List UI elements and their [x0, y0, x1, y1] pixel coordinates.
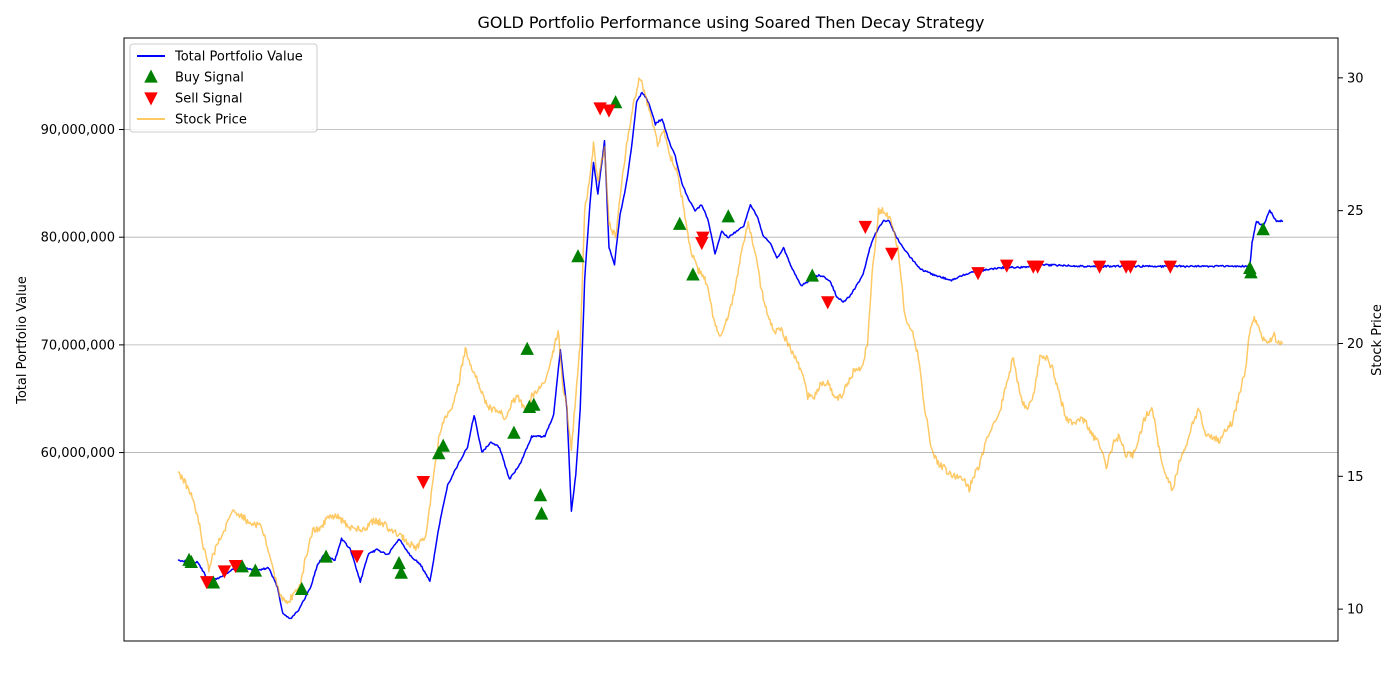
- left-tick-label: 90,000,000: [41, 123, 115, 138]
- left-axis: 60,000,000 70,000,000 80,000,000 90,000,000: [41, 123, 124, 461]
- sell-signal-marker: [350, 550, 364, 564]
- buy-signal-marker: [436, 438, 450, 452]
- sell-signal-marker: [416, 476, 431, 490]
- buy-signal-marker: [527, 397, 541, 411]
- right-tick-label: 25: [1347, 204, 1364, 219]
- sell-signal-marker: [602, 104, 616, 118]
- right-tick-label: 10: [1347, 603, 1364, 618]
- buy-signal-marker: [805, 268, 820, 282]
- sell-signal-marker: [1000, 259, 1014, 273]
- sell-signal-marker: [1163, 260, 1178, 274]
- legend-label: Buy Signal: [175, 71, 244, 86]
- sell-signal-marker: [1030, 260, 1045, 274]
- right-tick-label: 30: [1347, 71, 1364, 86]
- buy-signal-marker: [394, 565, 408, 579]
- buy-signal-marker: [295, 581, 309, 595]
- buy-signal-marker: [432, 446, 446, 460]
- left-axis-label: Total Portfolio Value: [15, 276, 30, 405]
- right-axis: 10 15 20 25 30: [1338, 71, 1364, 618]
- right-tick-label: 15: [1347, 470, 1364, 485]
- left-tick-label: 70,000,000: [41, 338, 115, 353]
- legend-label: Sell Signal: [175, 92, 243, 107]
- sell-signal-marker: [820, 296, 835, 310]
- sell-signal-marker: [1123, 260, 1138, 274]
- buy-signal-marker: [392, 555, 406, 570]
- sell-signal-marker: [971, 267, 985, 281]
- legend: Total Portfolio Value Buy Signal Sell Sign…: [129, 43, 318, 133]
- buy-signal-marker: [507, 425, 521, 439]
- buy-signal-marker: [686, 267, 700, 281]
- buy-signal-marker: [235, 559, 249, 573]
- buy-signal-marker: [319, 549, 333, 563]
- stock-price-line: [177, 77, 1284, 605]
- legend-swatch-buy: [144, 69, 158, 83]
- legend-label: Total Portfolio Value: [174, 50, 303, 65]
- buy-signal-marker: [520, 341, 534, 355]
- sell-signal-marker: [217, 565, 232, 579]
- chart-title: GOLD Portfolio Performance using Soared …: [478, 13, 985, 32]
- gridlines: [124, 129, 1338, 453]
- buy-signal-marker: [571, 249, 585, 263]
- buy-signal-marker: [1244, 265, 1258, 279]
- buy-signal-marker: [533, 488, 548, 502]
- sell-signal-marker: [858, 220, 873, 234]
- buy-signal-marker: [721, 209, 736, 223]
- plot-frame: [123, 37, 1339, 642]
- buy-signal-marker: [672, 216, 687, 230]
- right-axis-label: Stock Price: [1370, 304, 1385, 376]
- buy-signal-marker: [184, 554, 199, 569]
- left-tick-label: 80,000,000: [41, 231, 115, 246]
- legend-swatch-sell: [144, 92, 158, 106]
- buy-signal-marker: [206, 575, 221, 589]
- marker-layer: [182, 95, 1270, 595]
- legend-label: Stock Price: [175, 113, 247, 128]
- buy-signal-marker: [248, 563, 263, 577]
- buy-signal-marker: [1256, 222, 1270, 236]
- sell-signal-marker: [1092, 260, 1107, 274]
- buy-signal-marker: [534, 506, 549, 520]
- sell-signal-marker: [228, 560, 243, 574]
- sell-signal-marker: [696, 231, 710, 245]
- legend-box: [129, 43, 318, 133]
- sell-signal-marker: [199, 576, 214, 590]
- left-tick-label: 60,000,000: [41, 446, 115, 461]
- sell-signal-marker: [885, 247, 899, 261]
- right-tick-label: 20: [1347, 337, 1364, 352]
